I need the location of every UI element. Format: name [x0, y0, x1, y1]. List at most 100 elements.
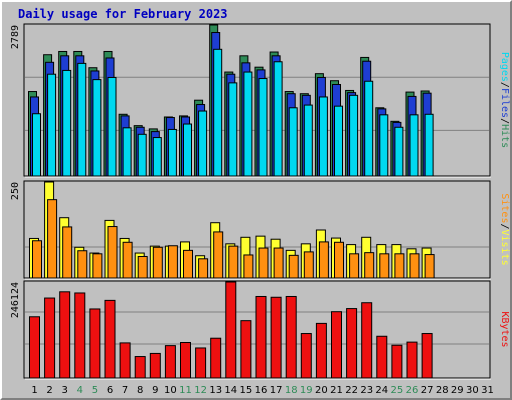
day-label-10: 10	[164, 385, 177, 396]
ymax-label: 250	[10, 182, 21, 200]
day-label-11: 11	[179, 385, 192, 396]
day-label-8: 8	[137, 385, 143, 396]
pages-bar-day-17	[273, 61, 283, 177]
pages-bar-day-11	[183, 123, 192, 177]
sites-bar-day-24	[379, 253, 390, 279]
kbytes-bar-day-11	[180, 342, 191, 379]
ymax-label: 2789	[10, 25, 21, 49]
kbytes-bar-day-12	[195, 347, 207, 379]
sites-bar-day-20	[318, 241, 329, 279]
pages-bar-day-3	[62, 69, 72, 177]
sites-bar-day-19	[303, 251, 314, 279]
kbytes-bar-day-16	[255, 295, 267, 379]
sites-bar-day-2	[47, 199, 58, 279]
kbytes-bar-day-20	[315, 322, 327, 379]
day-label-6: 6	[107, 385, 113, 396]
legend-item-sites: Sites	[499, 193, 510, 223]
kbytes-bar-day-3	[59, 291, 71, 379]
pages-bar-day-6	[107, 76, 117, 177]
day-label-18: 18	[285, 385, 298, 396]
legend-item-kbytes: KBytes	[499, 311, 510, 347]
sites-bar-day-11	[183, 249, 193, 279]
kbytes-bar-day-15	[240, 320, 252, 379]
kbytes-bar-day-8	[134, 356, 146, 379]
kbytes-bar-day-10	[164, 345, 176, 379]
ymax-label: 246124	[10, 282, 21, 318]
legend-separator: /	[499, 223, 510, 229]
day-label-17: 17	[270, 385, 283, 396]
day-label-28: 28	[436, 385, 449, 396]
legend-kbytes: KBytes	[499, 311, 510, 347]
kbytes-bar-day-13	[210, 337, 222, 379]
kbytes-bar-day-1	[29, 316, 40, 379]
day-label-30: 30	[466, 385, 479, 396]
sites-bar-day-10	[167, 245, 178, 279]
sites-bar-day-25	[394, 253, 405, 279]
pages-bar-day-2	[47, 73, 57, 177]
pages-bar-day-18	[288, 107, 298, 177]
pages-bar-day-4	[77, 62, 87, 177]
sites-bar-day-5	[92, 253, 103, 279]
pages-bar-day-15	[243, 71, 253, 177]
pages-bar-day-23	[364, 80, 374, 177]
kbytes-bar-day-6	[104, 299, 116, 379]
pages-bar-day-7	[122, 127, 132, 177]
pages-bar-day-9	[152, 137, 162, 177]
day-label-3: 3	[62, 385, 68, 396]
kbytes-bar-day-24	[376, 335, 388, 379]
pages-bar-day-5	[92, 79, 102, 177]
pages-bar-day-19	[303, 104, 313, 177]
day-label-21: 21	[330, 385, 343, 396]
kbytes-bar-day-23	[361, 302, 373, 379]
chart-title: Daily usage for February 2023	[18, 7, 228, 21]
sites-bar-day-9	[152, 246, 163, 279]
day-label-19: 19	[300, 385, 313, 396]
day-label-2: 2	[46, 385, 52, 396]
legend-separator: /	[499, 82, 510, 88]
day-label-31: 31	[481, 385, 494, 396]
pages-bar-day-24	[379, 114, 389, 177]
sites-bar-day-13	[213, 231, 224, 279]
day-label-14: 14	[224, 385, 237, 396]
sites-bar-day-6	[107, 226, 118, 279]
day-label-27: 27	[421, 385, 434, 396]
sites-bar-day-3	[62, 226, 73, 279]
pages-bar-day-25	[394, 126, 404, 177]
sites-bar-day-1	[32, 240, 42, 279]
day-label-23: 23	[360, 385, 373, 396]
sites-bar-day-15	[243, 254, 254, 279]
legend-separator: /	[499, 118, 510, 124]
day-label-7: 7	[122, 385, 128, 396]
sites-bar-day-21	[334, 241, 344, 279]
sites-bar-day-4	[77, 250, 88, 279]
kbytes-bar-day-4	[74, 292, 86, 379]
day-label-4: 4	[77, 385, 83, 396]
day-label-24: 24	[375, 385, 388, 396]
day-label-15: 15	[240, 385, 253, 396]
day-label-12: 12	[194, 385, 207, 396]
day-label-29: 29	[451, 385, 464, 396]
sites-bar-day-12	[198, 258, 209, 279]
kbytes-bar-day-2	[44, 297, 56, 379]
legend-item-pages: Pages	[499, 52, 510, 82]
sites-bar-day-26	[409, 253, 420, 279]
sites-bar-day-7	[122, 241, 133, 279]
day-label-25: 25	[391, 385, 404, 396]
kbytes-bar-day-22	[346, 308, 358, 379]
kbytes-bar-day-9	[149, 352, 161, 379]
day-label-13: 13	[209, 385, 222, 396]
pages-bar-day-12	[198, 110, 208, 177]
day-label-20: 20	[315, 385, 328, 396]
sites-bar-day-18	[288, 254, 299, 279]
day-label-26: 26	[406, 385, 419, 396]
legend-item-hits: Hits	[499, 124, 510, 148]
pages-bar-day-21	[334, 105, 343, 177]
pages-bar-day-1	[32, 113, 41, 177]
legend-item-files: Files	[499, 88, 510, 118]
kbytes-bar-day-7	[119, 342, 131, 379]
kbytes-bar-day-25	[391, 344, 403, 379]
kbytes-bar-day-18	[285, 295, 297, 379]
sites-bar-day-17	[273, 247, 284, 279]
kbytes-bar-day-17	[270, 296, 282, 379]
